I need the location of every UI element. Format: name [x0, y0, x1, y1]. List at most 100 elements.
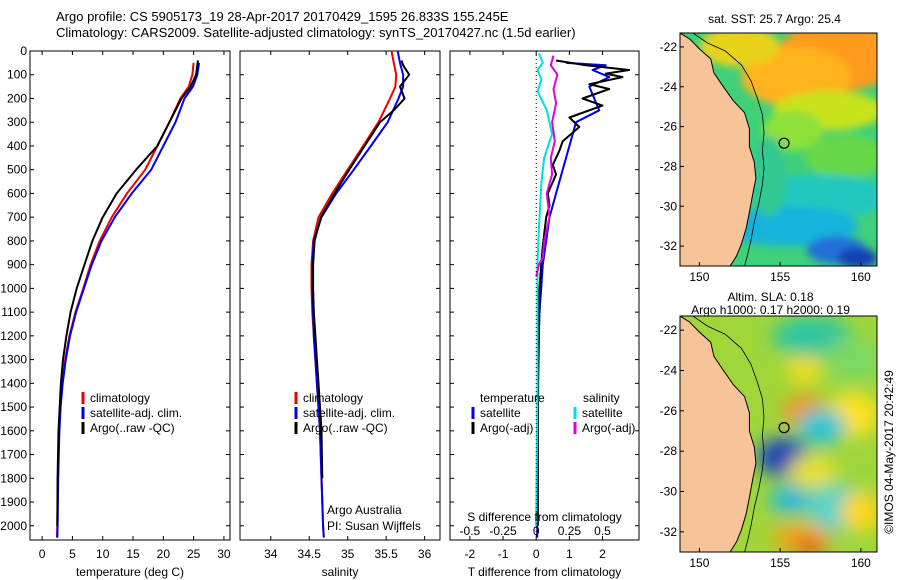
difference-extras: -0.5 -0.25 0 0.25 0.5S difference from clima… — [460, 51, 635, 540]
sst-patch — [750, 136, 787, 217]
x-tick-label: 36 — [418, 547, 432, 561]
map-frame — [679, 32, 878, 267]
y-tick-label: 100 — [7, 68, 27, 82]
series-line-3 — [535, 53, 554, 526]
legend-label: climatology — [90, 391, 150, 405]
sla-patch — [769, 485, 810, 514]
x-tick-label: 25 — [187, 547, 201, 561]
y-tick-label: 2000 — [0, 519, 27, 533]
x-tick-label: -1 — [498, 547, 509, 561]
map-y-tick-label: -22 — [660, 40, 678, 54]
series-group — [535, 53, 631, 538]
map-y-tick-label: -30 — [660, 199, 678, 213]
x-axis-label: temperature (deg C) — [76, 565, 184, 579]
y-tick-label: 200 — [7, 91, 27, 105]
x-tick-label: 5 — [69, 547, 76, 561]
legend-label: Argo(-adj) — [480, 421, 533, 435]
imos-timestamp: ©IMOS 04-May-2017 20:42:49 — [882, 370, 896, 534]
y-tick-label: 1000 — [0, 281, 27, 295]
legend-label: Argo(..raw -QC) — [303, 421, 388, 435]
s-axis-label: S difference from climatology — [467, 510, 622, 524]
annotation: Argo Australia PI: Susan Wijffels — [327, 503, 421, 533]
sst-blobs — [699, 33, 877, 266]
land-mass — [680, 33, 757, 266]
map-x-tick-label: 150 — [689, 270, 709, 284]
map-y-tick-label: -28 — [660, 159, 678, 173]
x-tick-label: 35 — [341, 547, 355, 561]
x-tick-label: 2 — [599, 547, 606, 561]
sst-patch — [804, 134, 877, 179]
map-x-tick-label: 155 — [770, 556, 790, 570]
argo-location-marker — [778, 422, 790, 434]
series-line-4 — [535, 55, 559, 277]
sla-patch — [822, 338, 877, 383]
y-tick-label: 1900 — [0, 495, 27, 509]
x-tick-label: 30 — [217, 547, 231, 561]
map-field — [680, 33, 877, 266]
x-axis-label: T difference from climatology — [468, 565, 622, 579]
map-frame — [679, 315, 878, 553]
map-y-tick-label: -30 — [660, 484, 678, 498]
map-x-tick-label: 160 — [851, 270, 871, 284]
sst-patch — [837, 248, 877, 266]
legend-label: satellite-adj. clim. — [90, 406, 182, 420]
plot-frame — [239, 50, 441, 541]
plot-frame — [29, 50, 231, 541]
y-tick-label: 1500 — [0, 400, 27, 414]
legend-label: Argo(-adj) — [582, 421, 635, 435]
y-tick-label: 1400 — [0, 376, 27, 390]
series-line-3 — [312, 60, 411, 479]
y-tick-label: 1300 — [0, 353, 27, 367]
legend-header-temperature: temperature — [480, 391, 545, 405]
s-tick-label: -0.5 — [460, 524, 481, 538]
y-tick-label: 1700 — [0, 448, 27, 462]
sla-blobs — [757, 316, 877, 552]
y-tick-label: 1800 — [0, 471, 27, 485]
argo-location-marker — [778, 137, 790, 149]
series-line-3 — [56, 60, 199, 526]
y-tick-label: 1600 — [0, 424, 27, 438]
map-x-tick-label: 160 — [851, 556, 871, 570]
x-tick-label: 0 — [39, 547, 46, 561]
sla-patch — [770, 449, 791, 466]
sla-patch — [786, 356, 823, 385]
series-line-2 — [536, 59, 631, 526]
x-tick-label: 0 — [533, 547, 540, 561]
sst-patch — [718, 206, 859, 247]
map-x-tick-label: 150 — [689, 556, 709, 570]
map-title-line-1: Altim. SLA: 0.18 — [727, 290, 813, 304]
y-tick-label: 600 — [7, 186, 27, 200]
s-tick-label: 0.5 — [594, 524, 611, 538]
map-y-tick-label: -22 — [660, 323, 678, 337]
annotation-line-2: PI: Susan Wijffels — [327, 519, 421, 533]
legend-label: satellite-adj. clim. — [303, 406, 395, 420]
y-tick-label: 1200 — [0, 329, 27, 343]
x-tick-label: 1 — [566, 547, 573, 561]
land-mass — [680, 316, 757, 552]
y-tick-label: 700 — [7, 210, 27, 224]
y-tick-label: 0 — [20, 44, 27, 58]
map-y-tick-label: -32 — [660, 239, 678, 253]
title-line-1: Argo profile: CS 5905173_19 28-Apr-2017 … — [56, 9, 509, 24]
y-tick-label: 300 — [7, 115, 27, 129]
x-tick-label: 15 — [126, 547, 140, 561]
x-axis-label: salinity — [322, 565, 359, 579]
series-group — [56, 60, 201, 538]
sst-patch — [699, 33, 780, 67]
profile-panel-2: 34 34.5 35 35.5 36 salinity — [239, 50, 441, 579]
annotation-line-1: Argo Australia — [327, 503, 402, 517]
sla-patch — [798, 408, 847, 445]
legend-label: satellite — [582, 406, 623, 420]
map-y-tick-label: -24 — [660, 363, 678, 377]
sst-patch — [763, 110, 824, 151]
y-tick-label: 1100 — [1, 305, 27, 319]
sla-map: 150 155 160 -22 -24 -26 -28 -30 -32 Altim. SLA: 0… — [660, 290, 878, 570]
sla-patch — [793, 539, 826, 552]
x-tick-label: -2 — [465, 547, 476, 561]
s-tick-label: -0.25 — [489, 524, 517, 538]
map-y-tick-label: -24 — [660, 80, 678, 94]
y-tick-label: 400 — [7, 139, 27, 153]
legend-header-salinity: salinity — [583, 391, 620, 405]
